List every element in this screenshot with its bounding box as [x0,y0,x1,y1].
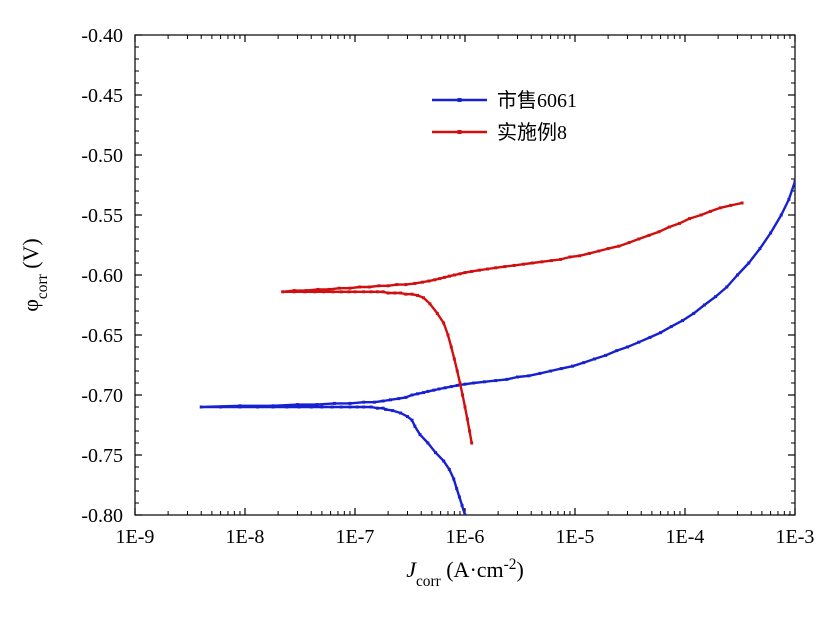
svg-text:1E-8: 1E-8 [226,526,265,548]
svg-text:市售6061: 市售6061 [497,89,577,112]
svg-text:1E-4: 1E-4 [666,526,705,548]
svg-text:实施例8: 实施例8 [497,121,567,144]
svg-text:-0.40: -0.40 [81,25,123,47]
svg-text:-0.70: -0.70 [81,385,123,407]
svg-text:-0.60: -0.60 [81,265,123,287]
svg-text:1E-6: 1E-6 [446,526,485,548]
chart-container: 1E-9 1E-8 1E-7 1E-6 1E-5 1E-4 1E-3 -0.80 -0.75 -0… [0,0,830,618]
svg-text:-0.50: -0.50 [81,145,123,167]
svg-text:-0.75: -0.75 [81,445,123,467]
svg-text:1E-3: 1E-3 [776,526,815,548]
svg-text:-0.55: -0.55 [81,205,123,227]
svg-text:-0.80: -0.80 [81,505,123,527]
svg-text:1E-9: 1E-9 [116,526,155,548]
tafel-chart: 1E-9 1E-8 1E-7 1E-6 1E-5 1E-4 1E-3 -0.80 -0.75 -0… [0,0,830,618]
svg-text:-0.45: -0.45 [81,85,123,107]
svg-text:1E-5: 1E-5 [556,526,595,548]
svg-text:1E-7: 1E-7 [336,526,375,548]
svg-text:-0.65: -0.65 [81,325,123,347]
